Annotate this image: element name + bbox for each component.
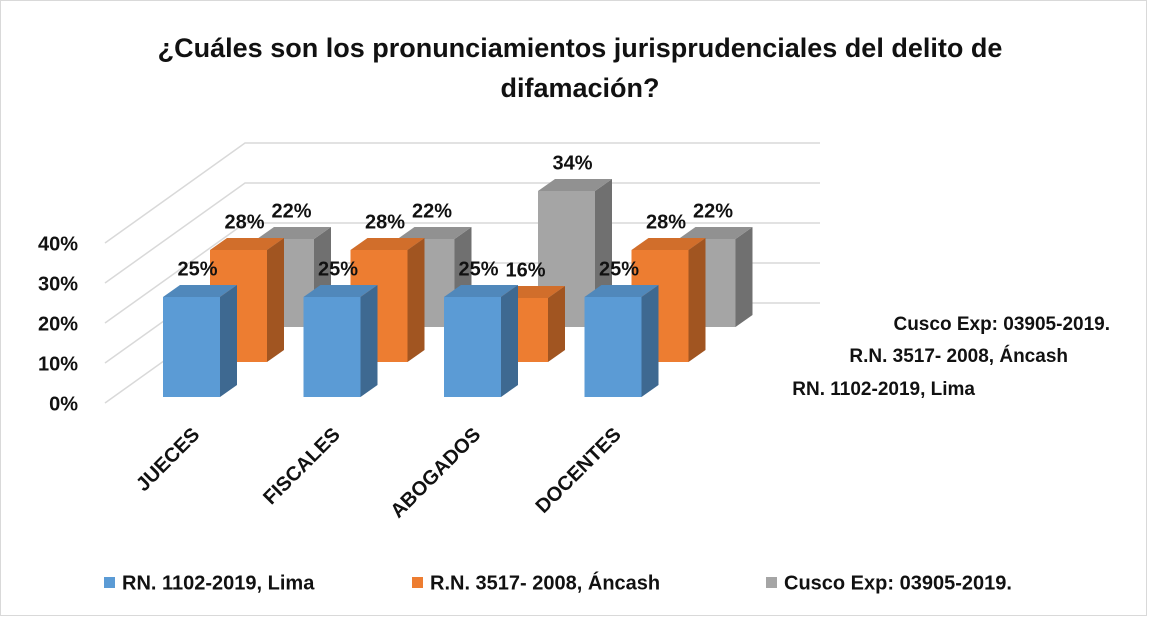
bar-side (735, 227, 753, 327)
bar-side (501, 285, 518, 397)
data-label: 25% (458, 258, 498, 280)
data-label: 22% (271, 200, 311, 222)
bar-side (641, 285, 659, 397)
y-tick-label: 0% (49, 393, 78, 415)
bar-front (163, 297, 220, 397)
bar-side (267, 238, 284, 362)
legend-swatch (412, 577, 423, 588)
bar-side (548, 286, 565, 362)
bar-top (163, 285, 237, 297)
grid-line (104, 222, 820, 324)
y-tick-label: 10% (38, 353, 78, 375)
bar-top (257, 227, 331, 239)
bar-top (584, 285, 659, 297)
bar-front (584, 297, 642, 397)
y-tick-label: 40% (38, 233, 78, 255)
bar-top (350, 238, 425, 250)
data-label: 25% (318, 258, 358, 280)
y-tick-label: 30% (38, 273, 78, 295)
bar-top (538, 179, 612, 191)
bar-top (631, 238, 706, 250)
bar (444, 285, 518, 397)
legend-label: Cusco Exp: 03905-2019. (784, 572, 1012, 594)
data-label: 28% (224, 211, 264, 233)
depth-axis-label: Cusco Exp: 03905-2019. (893, 314, 1110, 335)
bar-top (210, 238, 284, 250)
bar-front (444, 297, 501, 397)
data-label: 28% (365, 211, 405, 233)
bar (163, 285, 237, 397)
chart-title: ¿Cuáles son los pronunciamientos jurispr… (157, 33, 1003, 103)
x-tick-label: JUECES (132, 424, 204, 496)
data-label: 34% (552, 152, 592, 174)
bar-side (407, 238, 425, 362)
x-tick-label: DOCENTES (532, 424, 626, 518)
legend-swatch (104, 577, 115, 588)
grid-line (104, 142, 820, 244)
x-tick-label: FISCALES (259, 424, 344, 509)
x-tick-label: ABOGADOS (386, 424, 485, 523)
data-label: 22% (412, 200, 452, 222)
depth-axis-label: R.N. 3517- 2008, Áncash (849, 345, 1068, 367)
bar (303, 285, 378, 397)
data-label: 28% (646, 211, 686, 233)
bar-side (688, 238, 706, 362)
bar-side (360, 285, 378, 397)
y-tick-label: 20% (38, 313, 78, 335)
grid-line (104, 182, 820, 284)
data-label: 25% (177, 258, 217, 280)
data-label: 16% (505, 259, 545, 281)
bar-front (303, 297, 361, 397)
data-label: 22% (693, 200, 733, 222)
bar-top (444, 285, 518, 297)
legend-label: RN. 1102-2019, Lima (122, 572, 315, 594)
depth-axis-label: RN. 1102-2019, Lima (792, 379, 975, 400)
bar-top (678, 227, 753, 239)
legend-swatch (766, 577, 777, 588)
bar-top (397, 227, 472, 239)
bar-top (303, 285, 378, 297)
data-label: 25% (599, 258, 639, 280)
bar (584, 285, 659, 397)
bar-side (220, 285, 237, 397)
legend-label: R.N. 3517- 2008, Áncash (430, 571, 660, 594)
